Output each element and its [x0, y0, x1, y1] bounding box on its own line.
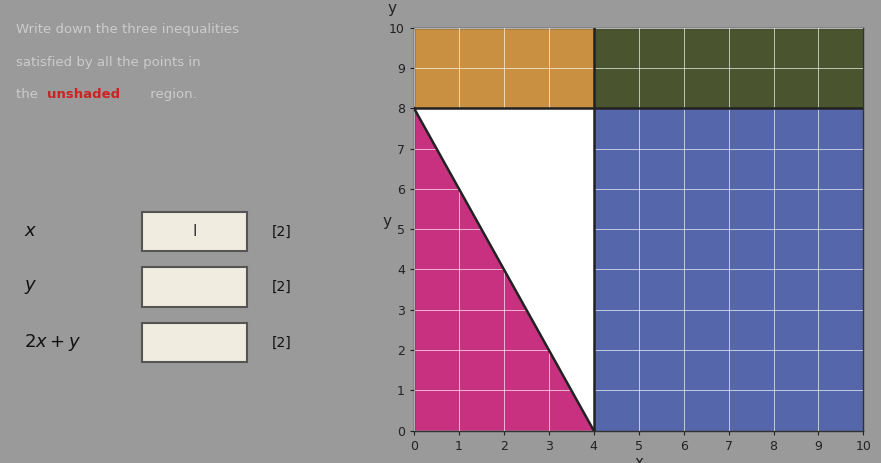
FancyBboxPatch shape	[142, 323, 248, 362]
Text: unshaded: unshaded	[47, 88, 120, 101]
Text: y: y	[387, 1, 396, 16]
Text: satisfied by all the points in: satisfied by all the points in	[16, 56, 201, 69]
FancyBboxPatch shape	[142, 267, 248, 307]
Text: the: the	[16, 88, 42, 101]
Text: region.: region.	[146, 88, 196, 101]
Text: $x$: $x$	[25, 223, 38, 240]
Text: I: I	[192, 224, 196, 239]
X-axis label: x: x	[634, 456, 643, 463]
Text: $2x+y$: $2x+y$	[25, 332, 81, 353]
Polygon shape	[414, 28, 594, 108]
Polygon shape	[594, 108, 863, 431]
Text: [2]: [2]	[271, 336, 292, 350]
Polygon shape	[594, 28, 863, 108]
Polygon shape	[414, 108, 594, 431]
Y-axis label: y: y	[382, 214, 392, 229]
Text: [2]: [2]	[271, 280, 292, 294]
Text: [2]: [2]	[271, 225, 292, 238]
FancyBboxPatch shape	[142, 212, 248, 251]
Text: $y$: $y$	[25, 278, 38, 296]
Polygon shape	[414, 108, 594, 431]
Text: Write down the three inequalities: Write down the three inequalities	[16, 23, 240, 36]
